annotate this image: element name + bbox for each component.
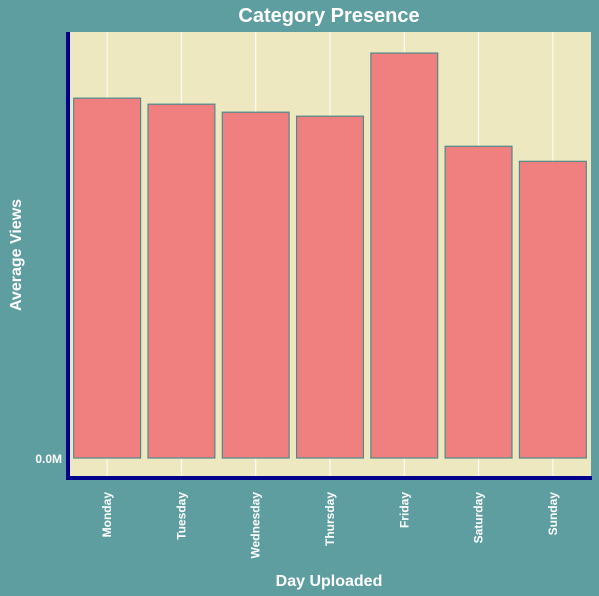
x-tick-label-friday: Friday	[397, 492, 411, 528]
x-tick-label-tuesday: Tuesday	[174, 492, 188, 540]
y-tick-label-zero: 0.0M	[35, 452, 62, 466]
bar-thursday	[295, 115, 365, 459]
x-tick-label-sunday: Sunday	[546, 492, 560, 536]
bar-friday	[370, 52, 439, 459]
bar-sunday	[518, 160, 587, 459]
bars	[73, 52, 587, 459]
x-tick-labels: Monday Tuesday Wednesday Thursday Friday Satu…	[100, 492, 560, 559]
x-tick-label-thursday: Thursday	[323, 492, 337, 546]
x-tick-label-saturday: Saturday	[472, 492, 486, 544]
x-axis-title: Day Uploaded	[276, 573, 383, 590]
y-axis-title: Average Views	[8, 199, 25, 311]
bar-saturday	[444, 145, 513, 459]
bar-monday	[73, 97, 142, 459]
bar-tuesday	[147, 103, 216, 459]
x-tick-label-monday: Monday	[100, 492, 114, 538]
x-tick-label-wednesday: Wednesday	[249, 492, 263, 559]
chart-title: Category Presence	[238, 5, 419, 27]
bar-wednesday	[221, 111, 290, 459]
